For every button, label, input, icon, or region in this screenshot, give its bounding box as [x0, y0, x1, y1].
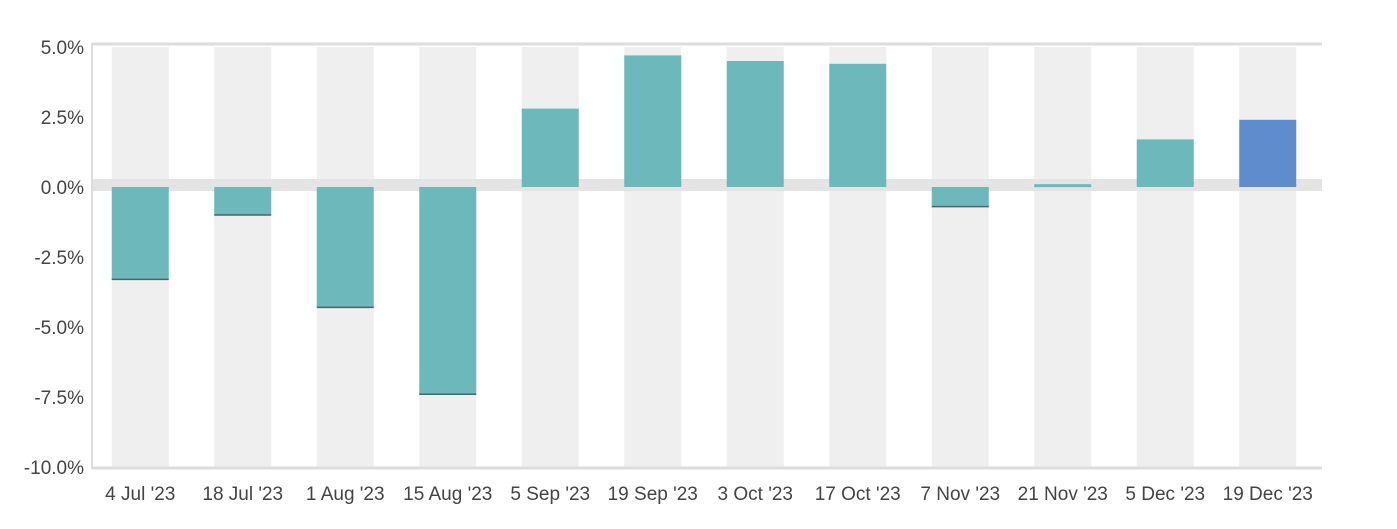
- y-tick-label: 2.5%: [41, 108, 84, 129]
- column-band: [931, 47, 989, 467]
- x-tick-label: 21 Nov '23: [1018, 484, 1108, 505]
- y-tick-label: 5.0%: [41, 38, 84, 59]
- bar[interactable]: [726, 61, 784, 187]
- y-tick-label: -5.0%: [34, 318, 84, 339]
- x-axis-ticks: 4 Jul '23 18 Jul '23 1 Aug '23 15 Aug '23 5 …: [105, 484, 1313, 505]
- bar[interactable]: [931, 187, 989, 207]
- y-tick-label: -7.5%: [34, 388, 84, 409]
- bar[interactable]: [419, 187, 477, 395]
- x-tick-label: 5 Sep '23: [510, 484, 590, 505]
- bar[interactable]: [316, 187, 374, 308]
- x-tick-label: 7 Nov '23: [920, 484, 1000, 505]
- x-tick-label: 15 Aug '23: [403, 484, 492, 505]
- column-band: [214, 47, 272, 467]
- y-tick-label: 0.0%: [41, 178, 84, 199]
- zero-line-band: [92, 179, 1322, 191]
- x-tick-label: 4 Jul '23: [105, 484, 175, 505]
- x-tick-label: 19 Dec '23: [1223, 484, 1313, 505]
- x-tick-label: 18 Jul '23: [202, 484, 283, 505]
- x-tick-label: 17 Oct '23: [815, 484, 901, 505]
- y-tick-label: -2.5%: [34, 248, 84, 269]
- bar[interactable]: [829, 63, 887, 187]
- column-band: [1239, 47, 1297, 467]
- y-tick-label: -10.0%: [24, 458, 84, 479]
- column-band: [1034, 47, 1092, 467]
- bar[interactable]: [1034, 184, 1092, 188]
- bar[interactable]: [1136, 139, 1194, 187]
- bar[interactable]: [624, 55, 682, 188]
- bar[interactable]: [1239, 119, 1297, 187]
- x-tick-label: 1 Aug '23: [306, 484, 385, 505]
- x-tick-label: 5 Dec '23: [1125, 484, 1205, 505]
- x-tick-label: 19 Sep '23: [608, 484, 698, 505]
- column-bands: [111, 47, 1297, 467]
- x-tick-label: 3 Oct '23: [718, 484, 793, 505]
- zero-band: [92, 179, 1322, 191]
- bar[interactable]: [111, 187, 169, 280]
- bar[interactable]: [214, 187, 272, 215]
- column-band: [1136, 47, 1194, 467]
- y-axis-ticks: 5.0% 2.5% 0.0% -2.5% -5.0% -7.5% -10.0%: [24, 38, 84, 479]
- bar[interactable]: [521, 108, 579, 187]
- bars: [111, 55, 1297, 395]
- axes: [91, 42, 1322, 470]
